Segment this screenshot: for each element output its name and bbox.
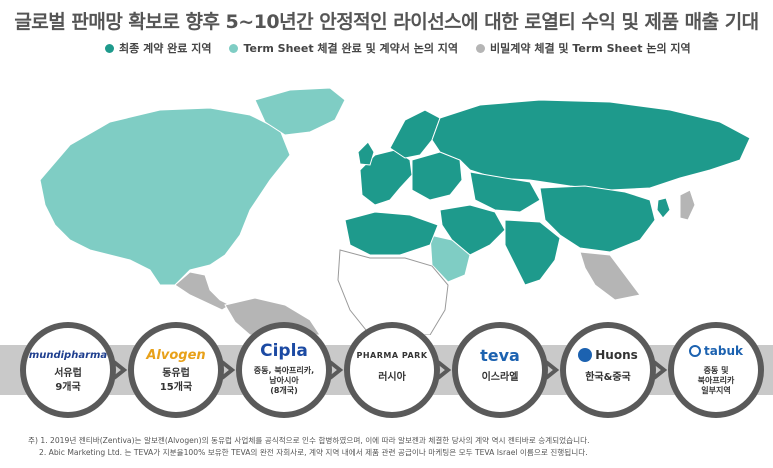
map-middle-east — [439, 204, 506, 256]
partner-mundipharma: mundipharma 서유럽 9개국 — [20, 322, 116, 418]
partner-region: 서유럽 — [54, 368, 82, 379]
tabuk-mark-icon — [689, 345, 702, 357]
map-arabia — [429, 234, 471, 283]
teva-logo: teva — [480, 345, 520, 365]
partner-region: 러시아 — [378, 372, 406, 383]
partner-alvogen: Alvogen 동유럽 15개국 — [128, 322, 224, 418]
partner-region-count: (8개국) — [270, 386, 298, 395]
cipla-logo: Cipla — [260, 341, 308, 361]
legend-dot-confidential — [476, 43, 486, 53]
map-legend: 최종 계약 완료 지역 Term Sheet 체결 완료 및 계약서 논의 지역… — [105, 40, 691, 56]
map-north-africa — [344, 211, 439, 256]
legend-label-termsheet: Term Sheet 체결 완료 및 계약서 논의 지역 — [243, 42, 459, 55]
legend-dot-termsheet — [229, 43, 239, 53]
chevron-right-icon — [112, 360, 128, 380]
map-greenland — [254, 87, 346, 136]
legend-item-termsheet: Term Sheet 체결 완료 및 계약서 논의 지역 — [229, 40, 458, 56]
partner-region-3: 일부지역 — [701, 386, 731, 395]
mundipharma-logo: mundipharma — [28, 349, 108, 361]
partner-region: 이스라엘 — [481, 372, 519, 383]
map-central-america — [174, 271, 232, 311]
map-southeast-asia — [579, 251, 641, 301]
alvogen-logo: Alvogen — [146, 347, 206, 363]
partner-list: mundipharma 서유럽 9개국 Alvogen 동유럽 15개국 Cip… — [0, 322, 773, 427]
map-uk — [357, 141, 375, 166]
map-china — [539, 185, 656, 253]
partner-huons: Huons 한국&중국 — [560, 322, 656, 418]
world-map — [39, 87, 751, 335]
huons-logo: Huons — [566, 344, 650, 366]
tabuk-logo: tabuk — [674, 340, 758, 362]
map-western-europe — [359, 149, 413, 206]
partner-region-2: 남아시아 — [269, 376, 299, 385]
partner-pharmapark: PHARMA PARK 러시아 — [344, 322, 440, 418]
chevron-right-icon — [652, 360, 668, 380]
partner-tabuk: tabuk 중동 및 북아프리카 일부지역 — [668, 322, 764, 418]
partner-region-count: 9개국 — [55, 382, 81, 393]
map-africa — [337, 249, 449, 335]
huons-logo-text: Huons — [595, 348, 638, 362]
legend-item-final: 최종 계약 완료 지역 — [105, 40, 211, 56]
chevron-right-icon — [220, 360, 236, 380]
footnotes: 주) 1. 2019년 젠티바(Zentiva)는 알보젠(Alvogen)의 … — [28, 435, 590, 459]
legend-dot-final — [105, 43, 114, 53]
legend-item-confidential: 비밀계약 체결 및 Term Sheet 논의 지역 — [476, 40, 691, 56]
partner-region-2: 북아프리카 — [697, 376, 735, 385]
page-title: 글로벌 판매망 확보로 향후 5~10년간 안정적인 라이선스에 대한 로열티 … — [14, 11, 759, 33]
map-russia — [431, 99, 751, 191]
map-korea — [656, 197, 671, 219]
map-eastern-europe — [411, 151, 463, 201]
partner-cipla: Cipla 중동, 북아프리카, 남아시아 (8개국) — [236, 322, 332, 418]
partner-region: 중동, 북아프리카, — [253, 366, 315, 375]
chevron-right-icon — [436, 360, 452, 380]
legend-label-final: 최종 계약 완료 지역 — [119, 42, 212, 55]
map-north-america — [39, 107, 291, 286]
partner-region-count: 15개국 — [159, 382, 193, 393]
map-central-asia — [469, 171, 541, 213]
chevron-right-icon — [328, 360, 344, 380]
footnote-2: 2. Abic Marketing Ltd. 는 TEVA가 지분율100% 보… — [39, 448, 588, 457]
partner-teva: teva 이스라엘 — [452, 322, 548, 418]
map-south-asia — [504, 219, 561, 286]
tabuk-logo-text: tabuk — [704, 344, 743, 358]
partner-region: 중동 및 — [703, 366, 729, 375]
footnote-1: 주) 1. 2019년 젠티바(Zentiva)는 알보젠(Alvogen)의 … — [28, 436, 590, 445]
legend-label-confidential: 비밀계약 체결 및 Term Sheet 논의 지역 — [490, 42, 691, 55]
pharmapark-logo: PHARMA PARK — [356, 350, 428, 360]
map-japan — [679, 189, 696, 221]
partner-region: 동유럽 — [162, 368, 190, 379]
partner-region: 한국&중국 — [585, 372, 631, 383]
chevron-right-icon — [544, 360, 560, 380]
huons-mark-icon — [578, 348, 593, 362]
map-scandinavia — [389, 109, 441, 159]
